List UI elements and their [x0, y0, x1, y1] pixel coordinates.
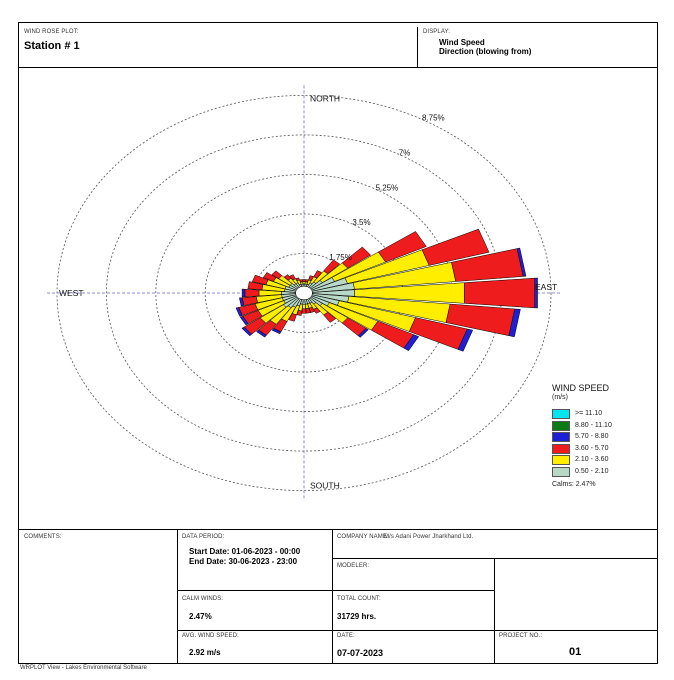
petal-180-1 [302, 304, 306, 310]
header-rule [19, 67, 657, 68]
petal-120-3 [403, 334, 420, 352]
petal-240-3 [239, 315, 249, 326]
ring-label-3: 7% [399, 148, 411, 157]
calm-winds-value: 2.47% [189, 612, 212, 621]
petal-350-2 [299, 279, 303, 283]
legend-swatch [552, 455, 570, 465]
calm-circle [295, 285, 313, 301]
legend-label: 8.80 - 11.10 [575, 421, 612, 429]
date-label: DATE: [337, 633, 355, 639]
petal-0-2 [302, 279, 306, 282]
wind-rose-report: WIND ROSE PLOT: Station # 1 DISPLAY: Win… [18, 22, 658, 664]
comments-label: COMMENTS: [24, 534, 62, 540]
petal-260-3 [239, 297, 245, 307]
petal-320-2 [283, 274, 292, 281]
petal-80-3 [516, 247, 527, 277]
legend-label: 0.50 - 2.10 [575, 467, 609, 475]
legend-swatch [552, 409, 570, 419]
petal-200-2 [288, 313, 297, 322]
start-date: Start Date: 01-06-2023 - 00:00 [189, 547, 301, 556]
petal-190-2 [296, 310, 303, 316]
grid-line-v3 [494, 558, 495, 664]
display-label: DISPLAY: [423, 29, 451, 35]
company-value: M/s Adani Power Jharkhand Ltd. [384, 534, 474, 540]
petal-60-2 [377, 231, 427, 263]
compass-north: NORTH [310, 93, 340, 103]
petal-0-1 [302, 281, 306, 285]
header-divider [417, 27, 418, 67]
petal-340-2 [295, 277, 300, 281]
display-line2: Direction (blowing from) [439, 47, 532, 56]
legend-label: 5.70 - 8.80 [575, 433, 609, 440]
petal-270-2 [244, 288, 260, 298]
petal-220-3 [256, 329, 267, 338]
petal-30-2 [313, 270, 323, 279]
total-count-label: TOTAL COUNT: [337, 596, 381, 602]
grid-line-v1 [177, 530, 178, 664]
data-period-label: DATA PERIOD: [182, 534, 225, 540]
legend-title: WIND SPEED [552, 383, 610, 393]
petal-170-2 [305, 308, 311, 314]
compass-east: EAST [535, 282, 557, 292]
legend-unit: (m/s) [552, 394, 568, 401]
petal-310-2 [271, 270, 283, 279]
legend-swatch [552, 432, 570, 442]
legend-calms: Calms: 2.47% [552, 481, 596, 488]
grid-line-h3 [177, 630, 657, 631]
ring-label-1: 3.5% [352, 218, 370, 227]
ring-label-4: 8.75% [422, 114, 445, 123]
legend-label: 2.10 - 3.60 [575, 456, 609, 463]
petal-100-3 [508, 308, 521, 338]
petal-210-3 [271, 328, 282, 335]
petal-140-2 [323, 311, 337, 323]
legend-swatch [552, 443, 570, 454]
petal-280-2 [247, 281, 264, 291]
petal-250-3 [235, 307, 243, 317]
plot-label: WIND ROSE PLOT: [24, 29, 79, 35]
petal-300-2 [262, 272, 277, 282]
legend-label: 3.60 - 5.70 [575, 444, 609, 452]
display-line1: Wind Speed [439, 38, 485, 47]
petal-20-2 [308, 275, 314, 281]
total-count-value: 31729 hrs. [337, 612, 377, 621]
avg-speed-label: AVG. WIND SPEED: [182, 633, 239, 639]
calm-winds-label: CALM WINDS: [182, 596, 224, 602]
petal-130-3 [357, 328, 369, 338]
info-panel: COMMENTS: DATA PERIOD: Start Date: 01-06… [19, 529, 657, 664]
grid-line-h1 [332, 558, 657, 559]
avg-speed-value: 2.92 m/s [189, 648, 221, 657]
petal-290-2 [251, 274, 269, 285]
ring-label-2: 5.25% [376, 183, 399, 192]
petal-230-3 [241, 326, 253, 337]
petal-90-2 [464, 277, 535, 309]
grid-line-v2 [332, 530, 333, 664]
petal-90-3 [534, 277, 538, 309]
date-value: 07-07-2023 [337, 648, 384, 658]
compass-west: WEST [59, 288, 84, 298]
petal-150-2 [313, 307, 321, 314]
project-label: PROJECT NO.: [499, 633, 543, 639]
company-label: COMPANY NAME: [337, 534, 389, 540]
petal-270-3 [241, 288, 246, 298]
footer-credit: WRPLOT View - Lakes Environmental Softwa… [20, 665, 147, 671]
grid-line-h2 [177, 590, 495, 591]
legend-swatch [552, 420, 570, 431]
petal-70-2 [421, 228, 490, 266]
petal-50-2 [341, 246, 372, 269]
modeler-label: MODELER: [337, 563, 370, 569]
legend-swatch [552, 466, 570, 477]
wind-rose-chart: 1.75% 3.5% 5.25% 7% 8.75% NORTH SOUTH EAST WEST [47, 85, 561, 501]
project-value: 01 [569, 646, 582, 658]
petal-160-2 [308, 307, 315, 313]
end-date: End Date: 30-06-2023 - 23:00 [189, 557, 298, 566]
petal-110-3 [457, 328, 474, 352]
compass-south: SOUTH [310, 481, 340, 491]
legend-label: >= 11.10 [575, 410, 603, 417]
station-title: Station # 1 [24, 40, 80, 52]
petal-180-2 [301, 308, 307, 314]
petal-40-2 [323, 259, 341, 275]
petal-330-2 [289, 274, 296, 281]
ring-label-0: 1.75% [329, 253, 352, 262]
